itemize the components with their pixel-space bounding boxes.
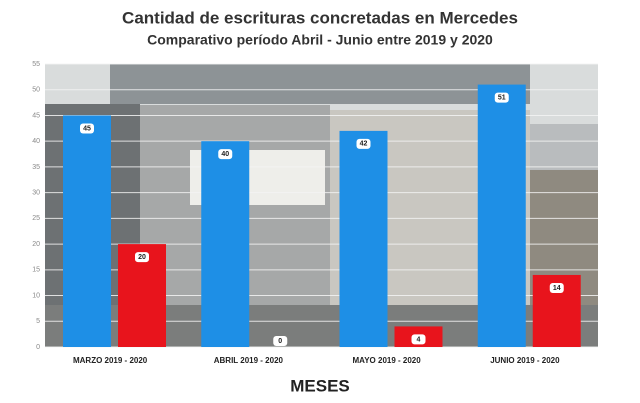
y-tick-label: 35 [32, 164, 40, 171]
y-tick-label: 30 [32, 189, 40, 196]
value-label-box [218, 149, 233, 160]
y-tick-label: 40 [32, 138, 40, 145]
y-tick-label: 20 [32, 241, 40, 248]
y-tick-label: 15 [32, 267, 40, 274]
value-label-box [411, 334, 426, 345]
value-label: 40 [221, 151, 229, 158]
y-tick-label: 25 [32, 215, 40, 222]
bar [201, 141, 250, 347]
y-tick-label: 0 [36, 344, 40, 351]
value-label-box [549, 282, 564, 293]
y-tick-label: 10 [32, 292, 40, 299]
y-tick-label: 5 [36, 318, 40, 325]
chart-subtitle: Comparativo período Abril - Junio entre … [147, 32, 493, 48]
x-tick-label: JUNIO 2019 - 2020 [490, 356, 560, 365]
y-tick-label: 55 [32, 61, 40, 68]
value-label-box [80, 123, 94, 134]
x-tick-label: ABRIL 2019 - 2020 [214, 356, 284, 365]
y-tick-label: 50 [32, 87, 40, 94]
bar [63, 115, 111, 347]
value-label: 42 [360, 141, 368, 148]
chart-title: Cantidad de escrituras concretadas en Me… [122, 8, 518, 27]
bar [339, 130, 388, 347]
value-label-box [273, 336, 288, 346]
x-axis-label: MESES [290, 376, 350, 395]
value-label-box [135, 252, 149, 263]
value-label-box [356, 138, 371, 149]
value-label: 45 [83, 125, 91, 132]
value-label: 20 [138, 254, 146, 261]
bar [477, 84, 526, 347]
value-label: 0 [278, 338, 282, 345]
value-label-box [494, 92, 509, 103]
x-tick-label: MARZO 2019 - 2020 [73, 356, 148, 365]
value-label: 51 [498, 94, 506, 101]
y-tick-label: 45 [32, 112, 40, 119]
value-label: 14 [553, 285, 561, 292]
value-label: 4 [417, 336, 421, 343]
x-tick-label: MAYO 2019 - 2020 [353, 356, 422, 365]
